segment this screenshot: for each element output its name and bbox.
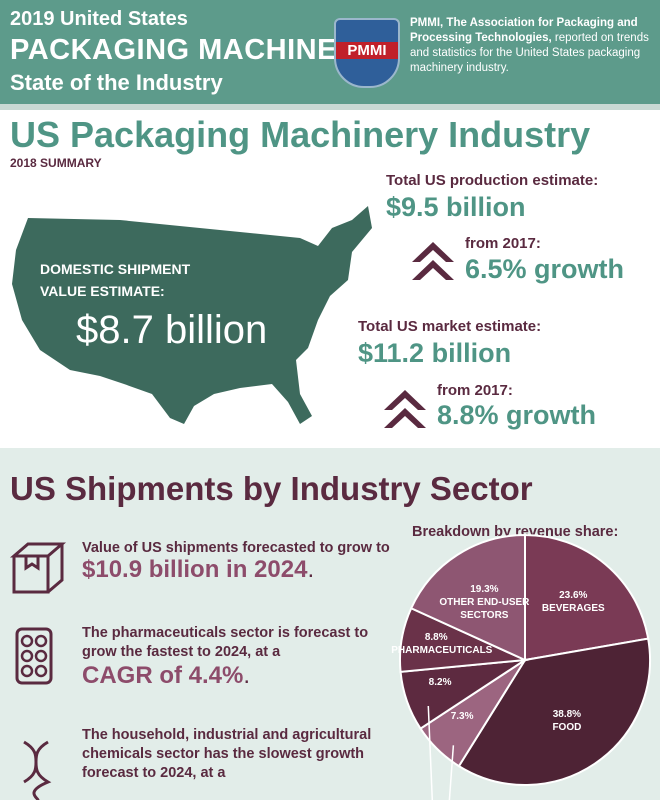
- summary-title: US Packaging Machinery Industry: [10, 114, 591, 155]
- pie-slice: [524, 533, 650, 662]
- sector-highlight: $10.9 billion in 2024: [82, 556, 308, 583]
- slice-value: 38.8%: [552, 709, 582, 721]
- market-value: $11.2 billion: [358, 338, 512, 368]
- header-line3: State of the Industry: [10, 70, 223, 95]
- logo: PMMI: [334, 18, 400, 88]
- sectors-title: US Shipments by Industry Sector: [10, 470, 533, 507]
- map-shape: [12, 206, 372, 424]
- sector-end: .: [243, 662, 251, 689]
- logo-text: PMMI: [336, 42, 398, 59]
- us-map: [12, 206, 372, 424]
- slice-value: 7.3%: [450, 711, 474, 723]
- production-growth-label: from 2017:: [465, 235, 541, 252]
- slice-label: 7.3%: [402, 710, 522, 723]
- slice-value: 19.3%: [470, 583, 499, 595]
- pie-slice: [457, 637, 651, 786]
- slice-label: 8.8% PHARMACEUTICALS: [376, 631, 496, 657]
- sector-highlight: CAGR of 4.4%: [82, 662, 244, 689]
- pie-chart: [399, 533, 651, 800]
- slice-label: 38.8% FOOD: [507, 708, 627, 734]
- slice-value: 8.8%: [424, 632, 448, 644]
- market-growth-label: from 2017:: [437, 382, 513, 399]
- chart-title: Breakdown by revenue share:: [412, 524, 619, 540]
- slice-label: 8.2%: [380, 676, 500, 689]
- growth-arrow: [384, 390, 426, 428]
- sector-end: .: [307, 556, 315, 583]
- box-icon: [9, 542, 67, 594]
- production-label: Total US production estimate:: [386, 172, 599, 189]
- slice-category: FOOD: [552, 722, 582, 734]
- leader-line: [448, 745, 455, 800]
- sector-text: The pharmaceuticals sector is forecast t…: [82, 625, 369, 660]
- slice-label: 19.3% OTHER END-USER SECTORS: [424, 583, 544, 622]
- header: 2019 United States PACKAGING MACHINERY S…: [0, 0, 660, 104]
- sector-item: The pharmaceuticals sector is forecast t…: [82, 624, 372, 690]
- sector-text: The household, industrial and agricultur…: [82, 727, 372, 781]
- slice-value: 8.2%: [428, 676, 452, 688]
- org-text: reported on trends and statistics for th…: [410, 32, 649, 74]
- sector-item: Value of US shipments forecasted to grow…: [82, 540, 402, 584]
- dna-icon: [23, 740, 52, 800]
- slice-label: 23.6% BEVERAGES: [513, 589, 633, 615]
- market-label: Total US market estimate:: [358, 318, 542, 335]
- production-value: $9.5 billion: [386, 192, 526, 222]
- org-description: PMMI, The Association for Packaging and …: [410, 16, 650, 76]
- header-line1: 2019 United States: [10, 8, 188, 30]
- org-name: PMMI, The Association for Packaging and …: [410, 17, 638, 44]
- pills-icon: [15, 627, 53, 685]
- domestic-label: DOMESTIC SHIPMENT VALUE ESTIMATE:: [40, 261, 191, 299]
- slice-category: PHARMACEUTICALS: [391, 645, 493, 657]
- summary-subtitle: 2018 SUMMARY: [10, 156, 102, 170]
- divider: [0, 104, 660, 110]
- pie-slice: [409, 533, 526, 662]
- slice-value: 23.6%: [559, 589, 588, 601]
- domestic-value: $8.7 billion: [76, 308, 268, 352]
- sector-item: The household, industrial and agricultur…: [82, 726, 382, 783]
- growth-arrow: [412, 242, 454, 280]
- production-growth: 6.5% growth: [465, 254, 625, 284]
- slice-category: OTHER END-USER SECTORS: [439, 596, 530, 621]
- market-growth: 8.8% growth: [437, 400, 597, 430]
- sector-text: Value of US shipments forecasted to grow…: [82, 540, 390, 556]
- leader-line: [427, 705, 434, 800]
- header-line2: PACKAGING MACHINERY: [10, 34, 378, 66]
- slice-category: BEVERAGES: [541, 602, 605, 614]
